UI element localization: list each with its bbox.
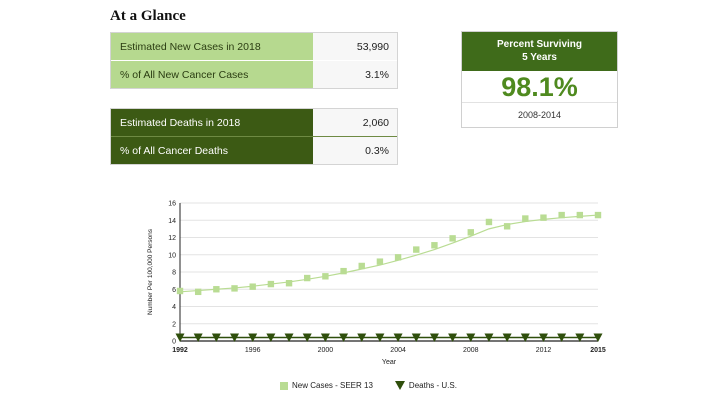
stat-value: 3.1% xyxy=(313,61,397,88)
y-tick-label: 4 xyxy=(172,304,176,311)
chart-legend: New Cases - SEER 13 Deaths - U.S. xyxy=(280,381,479,390)
new-cases-point xyxy=(522,215,529,222)
new-cases-point xyxy=(540,214,547,221)
x-tick-label: 2012 xyxy=(536,347,552,354)
deaths-point xyxy=(357,333,367,343)
y-tick-label: 12 xyxy=(168,235,176,242)
survival-heading-line2: 5 Years xyxy=(522,52,557,63)
new-cases-point xyxy=(176,287,184,295)
legend-label: Deaths - U.S. xyxy=(408,381,457,390)
stat-value: 2,060 xyxy=(313,109,397,136)
new-cases-point xyxy=(322,273,329,280)
stat-value: 0.3% xyxy=(313,137,397,164)
deaths-point xyxy=(266,333,276,343)
survival-card: Percent Surviving 5 Years 98.1% 2008-201… xyxy=(461,31,618,128)
stat-label: % of All New Cancer Cases xyxy=(111,61,313,88)
deaths-point xyxy=(230,333,240,343)
x-axis-label: Year xyxy=(382,359,397,366)
deaths-point xyxy=(175,333,185,343)
new-cases-point xyxy=(231,285,238,292)
new-cases-point xyxy=(449,235,456,242)
deaths-point xyxy=(466,333,476,343)
deaths-point xyxy=(575,333,585,343)
deaths-table: Estimated Deaths in 2018 2,060 % of All … xyxy=(110,108,398,165)
new-cases-point xyxy=(394,254,402,261)
deaths-point xyxy=(284,333,294,343)
stat-label: Estimated New Cases in 2018 xyxy=(111,33,313,60)
new-cases-point xyxy=(485,218,493,226)
page-title: At a Glance xyxy=(110,8,186,24)
deaths-point xyxy=(193,333,203,343)
x-tick-label: 2008 xyxy=(463,347,479,354)
y-tick-label: 10 xyxy=(168,252,176,259)
deaths-point xyxy=(429,333,439,343)
new-cases-point xyxy=(194,288,202,296)
survival-years: 2008-2014 xyxy=(517,110,562,120)
new-cases-point xyxy=(413,246,420,253)
y-tick-label: 14 xyxy=(168,218,176,225)
new-cases-table: Estimated New Cases in 2018 53,990 % of … xyxy=(110,32,398,89)
legend-label: New Cases - SEER 13 xyxy=(292,381,373,390)
new-cases-point xyxy=(267,280,275,288)
table-row: Estimated Deaths in 2018 2,060 xyxy=(111,109,397,137)
survival-heading-line1: Percent Surviving xyxy=(496,39,583,50)
deaths-point xyxy=(211,333,221,343)
new-cases-point xyxy=(213,286,220,293)
deaths-point xyxy=(393,333,403,343)
y-tick-label: 0 xyxy=(172,339,176,346)
new-cases-point xyxy=(340,267,347,275)
new-cases-point xyxy=(249,283,256,290)
x-tick-label: 2015 xyxy=(590,347,606,354)
deaths-point xyxy=(302,333,312,343)
table-row: % of All Cancer Deaths 0.3% xyxy=(111,137,397,164)
deaths-point xyxy=(484,333,494,343)
new-cases-trend-line xyxy=(179,214,599,293)
deaths-point xyxy=(248,333,258,343)
trend-chart: 0 2 4 6 8 10 12 14 16 1992 1996 2000 2004 2008 2012 201… xyxy=(147,201,606,367)
y-tick-label: 2 xyxy=(172,321,176,328)
survival-value: 98.1% xyxy=(462,71,617,103)
table-row: % of All New Cancer Cases 3.1% xyxy=(111,61,397,88)
square-marker-icon xyxy=(280,381,288,390)
y-axis-label: Number Per 100,000 Persons xyxy=(147,228,154,315)
new-cases-point xyxy=(431,242,438,249)
deaths-point xyxy=(448,333,458,343)
stat-label: % of All Cancer Deaths xyxy=(111,137,313,164)
stat-value: 53,990 xyxy=(313,33,397,60)
deaths-point xyxy=(411,333,421,343)
deaths-point xyxy=(557,333,567,343)
legend-item-deaths[interactable]: Deaths - U.S. xyxy=(394,381,457,390)
stat-label: Estimated Deaths in 2018 xyxy=(111,109,313,136)
deaths-point xyxy=(320,333,330,343)
triangle-marker-icon xyxy=(394,381,405,390)
deaths-point xyxy=(339,333,349,343)
new-cases-point xyxy=(358,262,365,270)
x-tick-label: 2004 xyxy=(390,347,406,354)
deaths-point xyxy=(502,333,512,343)
y-tick-label: 6 xyxy=(172,287,176,294)
new-cases-point xyxy=(576,211,584,219)
deaths-point xyxy=(520,333,530,343)
new-cases-point xyxy=(304,274,311,282)
survival-heading: Percent Surviving 5 Years xyxy=(462,32,617,71)
new-cases-point xyxy=(594,211,602,219)
x-tick-label: 1992 xyxy=(172,347,188,354)
table-row: Estimated New Cases in 2018 53,990 xyxy=(111,33,397,61)
legend-item-new-cases[interactable]: New Cases - SEER 13 xyxy=(280,381,373,390)
x-tick-label: 1996 xyxy=(245,347,261,354)
deaths-point xyxy=(593,333,603,343)
y-tick-label: 16 xyxy=(168,201,176,208)
new-cases-point xyxy=(285,280,293,287)
new-cases-point xyxy=(467,229,474,236)
deaths-point xyxy=(375,333,385,343)
new-cases-point xyxy=(376,258,384,265)
new-cases-point xyxy=(503,223,511,230)
y-tick-label: 8 xyxy=(172,270,176,277)
deaths-point xyxy=(538,333,548,343)
x-tick-label: 2000 xyxy=(318,347,334,354)
new-cases-point xyxy=(558,211,565,219)
